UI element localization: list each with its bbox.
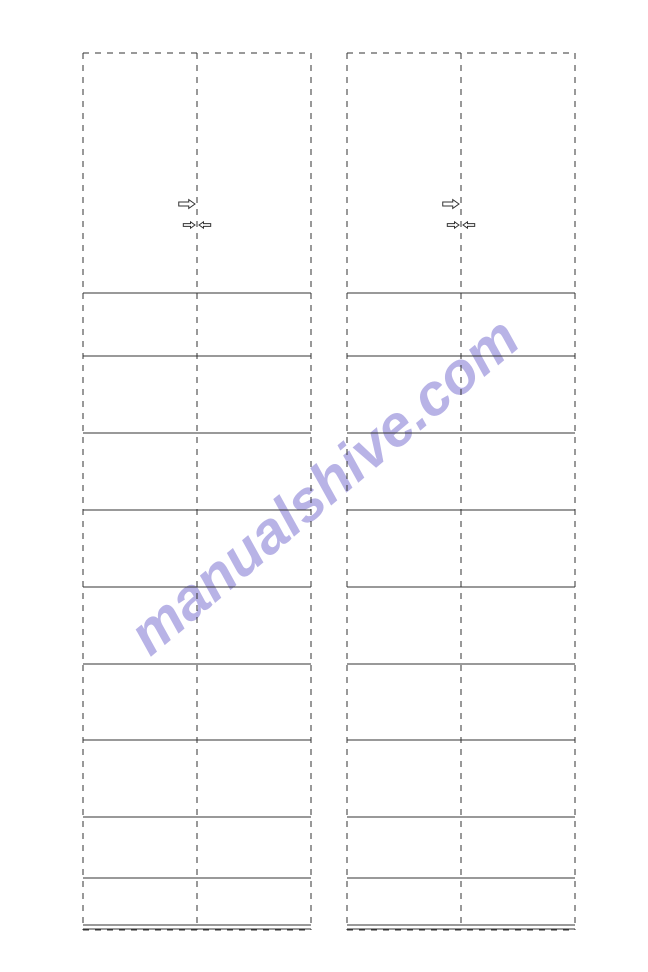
diagram-page: manualshive.com: [0, 0, 648, 972]
diagram-svg: [0, 0, 648, 972]
